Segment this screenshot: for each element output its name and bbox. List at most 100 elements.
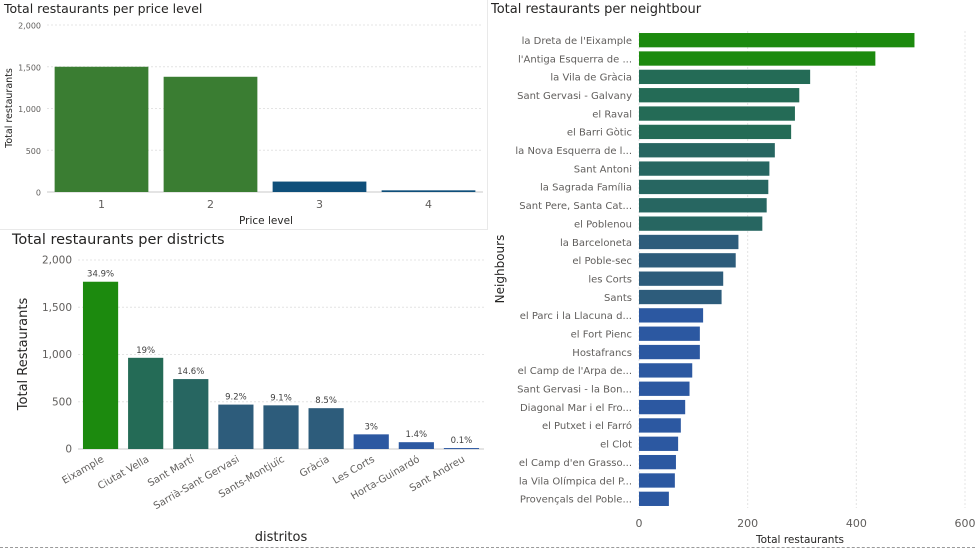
y-tick-label: el Camp d'en Grasso...: [519, 458, 632, 469]
y-axis-label: Total Restaurants: [16, 298, 31, 412]
bar[interactable]: [639, 198, 767, 212]
neighbours-chart: Total restaurants per neightbour la Dret…: [488, 0, 975, 548]
chart-title: Total restaurants per districts: [11, 232, 225, 248]
data-label: 1.4%: [406, 430, 428, 440]
bar[interactable]: [399, 442, 434, 449]
y-tick-label: Sants: [604, 293, 632, 304]
y-tick-label: el Raval: [592, 109, 632, 120]
x-tick-label: 400: [846, 517, 867, 530]
y-tick-label: el Camp de l'Arpa de...: [518, 366, 632, 377]
data-label: 8.5%: [315, 396, 337, 406]
bar[interactable]: [444, 448, 479, 449]
chart-title: Total restaurants per neightbour: [490, 2, 702, 17]
x-tick-label: 3: [316, 198, 323, 211]
bar[interactable]: [273, 182, 367, 192]
bar[interactable]: [639, 253, 736, 267]
bar[interactable]: [173, 379, 208, 449]
bar[interactable]: [128, 358, 163, 449]
bar[interactable]: [639, 382, 690, 396]
y-tick-label: 1,500: [42, 302, 72, 314]
bar[interactable]: [639, 418, 681, 432]
bar[interactable]: [55, 67, 149, 192]
x-tick-label: Sarrià-Sant Gervasi: [151, 453, 241, 512]
y-tick-label: l'Antiga Esquerra de ...: [518, 54, 632, 65]
y-tick-label: la Dreta de l'Eixample: [522, 36, 632, 47]
bar[interactable]: [639, 345, 700, 359]
bar[interactable]: [639, 290, 722, 304]
y-tick-label: la Vila Olímpica del P...: [519, 475, 632, 487]
bar[interactable]: [164, 77, 258, 192]
bar[interactable]: [639, 437, 678, 451]
x-axis-label: distritos: [255, 530, 308, 545]
bar[interactable]: [309, 408, 344, 449]
x-tick-label: 200: [737, 517, 758, 530]
bar[interactable]: [639, 308, 703, 322]
x-tick-label: 4: [425, 198, 432, 211]
bar[interactable]: [263, 405, 298, 449]
y-tick-label: Diagonal Mar i el Fro...: [520, 403, 632, 414]
bar[interactable]: [639, 161, 769, 175]
x-axis-label: Price level: [239, 215, 293, 227]
y-tick-label: 500: [26, 147, 41, 156]
bar[interactable]: [639, 473, 675, 487]
y-tick-label: el Fort Pienc: [571, 330, 632, 341]
y-tick-label: 0: [65, 444, 72, 456]
bar[interactable]: [639, 125, 791, 139]
x-tick-label: 1: [98, 198, 105, 211]
y-tick-label: el Putxet i el Farró: [542, 420, 632, 432]
bar[interactable]: [639, 400, 685, 414]
x-tick-label: 2: [207, 198, 214, 211]
y-tick-label: 1,500: [18, 63, 41, 72]
y-tick-label: Sant Gervasi - Galvany: [517, 91, 632, 102]
bar[interactable]: [639, 180, 768, 194]
price-level-chart: Total restaurants per price level 05001,…: [0, 0, 487, 229]
bar[interactable]: [639, 70, 810, 84]
y-tick-label: la Barceloneta: [560, 238, 632, 249]
districts-chart: Total restaurants per districts 34.9%19%…: [0, 229, 487, 548]
bar[interactable]: [639, 106, 795, 120]
bar[interactable]: [639, 88, 799, 102]
bar[interactable]: [639, 455, 676, 469]
data-label: 19%: [136, 346, 155, 356]
y-tick-label: Sant Antoni: [574, 164, 632, 175]
districts-chart-panel: Total restaurants per districts 34.9%19%…: [0, 229, 487, 548]
y-tick-label: el Clot: [600, 440, 632, 451]
bar[interactable]: [354, 434, 389, 449]
y-tick-label: el Poble-sec: [572, 256, 632, 267]
bar[interactable]: [639, 33, 914, 47]
y-tick-label: 2,000: [18, 22, 41, 31]
y-tick-label: Hostafrancs: [572, 348, 632, 359]
x-tick-label: 0: [636, 517, 643, 530]
y-tick-label: 500: [52, 396, 72, 408]
y-tick-label: Sant Pere, Santa Cat...: [519, 201, 632, 212]
y-tick-label: les Corts: [588, 274, 632, 285]
y-tick-label: 1,000: [42, 349, 72, 361]
data-label: 0.1%: [451, 436, 473, 446]
bar[interactable]: [639, 216, 762, 230]
bar[interactable]: [639, 363, 692, 377]
y-tick-label: la Nova Esquerra de l...: [515, 146, 632, 157]
bar[interactable]: [639, 492, 669, 506]
x-tick-label: Ciutat Vella: [96, 454, 151, 492]
bar[interactable]: [639, 51, 875, 65]
y-axis-label: Total restaurants: [4, 68, 15, 149]
bar[interactable]: [83, 282, 118, 449]
y-tick-label: 0: [36, 189, 41, 198]
y-tick-label: Sant Gervasi - la Bon...: [517, 385, 632, 396]
y-tick-label: 2,000: [42, 255, 72, 267]
x-tick-label: Gràcia: [298, 453, 332, 480]
y-tick-label: la Sagrada Família: [540, 182, 632, 194]
bar[interactable]: [639, 272, 723, 286]
data-label: 9.1%: [270, 393, 292, 403]
bar[interactable]: [218, 405, 253, 449]
bar[interactable]: [639, 143, 775, 157]
y-tick-label: Provençals del Poble...: [520, 495, 632, 506]
neighbours-chart-panel: Total restaurants per neightbour la Dret…: [488, 0, 975, 548]
y-tick-label: el Barri Gòtic: [567, 127, 632, 139]
x-axis-label: Total restaurants: [755, 534, 844, 546]
bottom-divider: [0, 547, 975, 548]
bar[interactable]: [639, 235, 738, 249]
bar[interactable]: [639, 327, 700, 341]
bar[interactable]: [382, 190, 476, 192]
